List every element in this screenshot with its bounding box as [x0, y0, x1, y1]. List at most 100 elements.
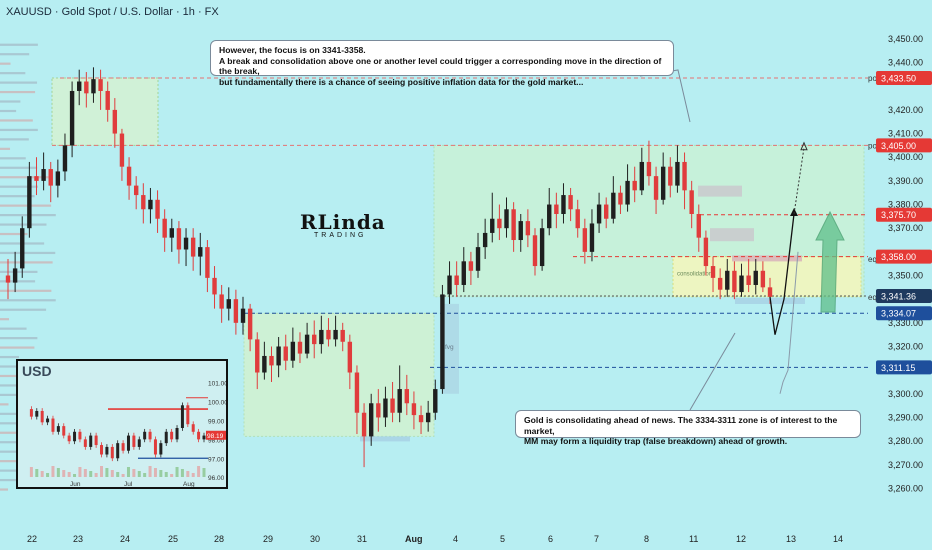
candle: [525, 221, 531, 236]
inset-volume-bar: [100, 466, 104, 477]
inset-candle: [191, 424, 195, 432]
candle: [696, 214, 701, 238]
brand-logo: RLinda TRADING: [300, 210, 386, 239]
candle: [119, 133, 125, 167]
x-tick-label: 22: [27, 534, 37, 544]
focus-callout: However, the focus is on 3341-3358. A br…: [210, 40, 674, 87]
inset-y-tick: 96.00: [208, 475, 225, 482]
candle: [511, 209, 516, 241]
volume-profile-bar: [0, 109, 17, 113]
volume-profile-bar: [0, 441, 19, 444]
volume-profile-bar: [0, 232, 28, 236]
usd-inset-plot: 101.00 100.00 99.00 98.00 97.00 96.00 98.19 Jun…: [29, 381, 226, 487]
volume-profile-bar: [0, 119, 33, 122]
resistance-block: [710, 228, 754, 242]
inset-volume-bar: [164, 472, 168, 477]
volume-profile-bar: [0, 327, 27, 330]
x-tick-label: 5: [500, 534, 505, 544]
candle: [148, 199, 153, 210]
candle: [554, 204, 559, 214]
candle: [41, 169, 46, 181]
candle: [297, 341, 303, 354]
inset-x-tick: Jun: [70, 481, 81, 487]
inset-x-tick: Jul: [124, 481, 133, 487]
volume-profile-bar: [0, 299, 56, 302]
candle: [632, 180, 637, 191]
volume-profile-bar: [0, 147, 11, 150]
volume-profile-bar: [0, 53, 30, 56]
y-tick-label: 3,260.00: [888, 483, 923, 493]
y-tick-label: 3,450.00: [888, 34, 923, 44]
candle: [760, 270, 766, 288]
inset-candle: [62, 426, 66, 436]
inset-candle: [153, 439, 157, 455]
price-label: 3,405.00: [881, 141, 916, 151]
candle: [589, 223, 595, 252]
candle: [34, 176, 39, 181]
candle: [532, 235, 538, 267]
candle: [77, 81, 82, 91]
candle: [604, 204, 609, 219]
level-tag: poi: [868, 141, 879, 150]
candle: [376, 403, 381, 418]
inset-candle: [94, 435, 98, 446]
price-label-box: [876, 207, 932, 222]
candle: [48, 169, 53, 186]
candle: [425, 412, 431, 423]
inset-candle: [56, 426, 60, 432]
candle: [746, 275, 751, 285]
inset-volume-bar: [35, 469, 39, 477]
inset-volume-bar: [67, 472, 71, 477]
inset-volume-bar: [170, 474, 174, 477]
x-tick-label: 25: [168, 534, 178, 544]
inset-volume-bar: [197, 466, 201, 477]
y-tick-label: 3,400.00: [888, 152, 923, 162]
price-label: 3,358.00: [881, 252, 916, 262]
volume-profile-bar: [0, 195, 35, 198]
y-tick-label: 3,350.00: [888, 271, 923, 281]
inset-candle: [67, 435, 71, 442]
inset-volume-bar: [137, 471, 141, 477]
inset-volume-bar: [153, 468, 157, 477]
inset-volume-bar: [143, 473, 147, 477]
focus-callout-line2: A break and consolidation above one or a…: [219, 55, 662, 77]
candle: [468, 261, 474, 271]
inset-candle: [40, 410, 44, 423]
candle: [326, 329, 331, 340]
focus-callout-line3: but fundamentally there is a chance of s…: [219, 77, 584, 88]
price-label-box: [876, 360, 932, 375]
candle: [169, 228, 174, 238]
candle: [739, 275, 744, 293]
candle: [105, 90, 110, 110]
candle: [126, 166, 132, 186]
candle: [625, 180, 630, 205]
volume-profile-bar: [0, 346, 35, 349]
news-callout-line1: Gold is consolidating ahead of news. The…: [524, 415, 838, 436]
inset-candle: [132, 435, 136, 447]
price-label-box: [876, 306, 932, 321]
inset-volume-bar: [46, 473, 50, 477]
volume-profile-bar: [0, 478, 28, 482]
volume-profile-bar: [0, 403, 9, 406]
volume-profile-bar: [0, 308, 47, 311]
inset-candle: [89, 435, 93, 447]
y-tick-label: 3,440.00: [888, 58, 923, 68]
price-label: 3,311.15: [881, 363, 915, 373]
inset-candle: [137, 439, 141, 447]
volume-profile-bar: [0, 81, 38, 84]
candle: [568, 195, 573, 210]
news-callout-line2: MM may form a liquidity trap (false brea…: [524, 436, 788, 447]
candle: [767, 287, 773, 297]
inset-candle: [186, 405, 190, 425]
volume-profile-bar: [0, 100, 21, 103]
inset-volume-bar: [121, 474, 125, 477]
candle: [283, 346, 288, 361]
candle: [354, 372, 360, 413]
x-tick-label: 29: [263, 534, 273, 544]
primary-projection: [769, 213, 795, 335]
consolidation-label: consolidation: [677, 272, 712, 278]
candle: [653, 176, 659, 200]
candle: [319, 329, 324, 345]
fvg-label: fvg: [445, 344, 454, 351]
